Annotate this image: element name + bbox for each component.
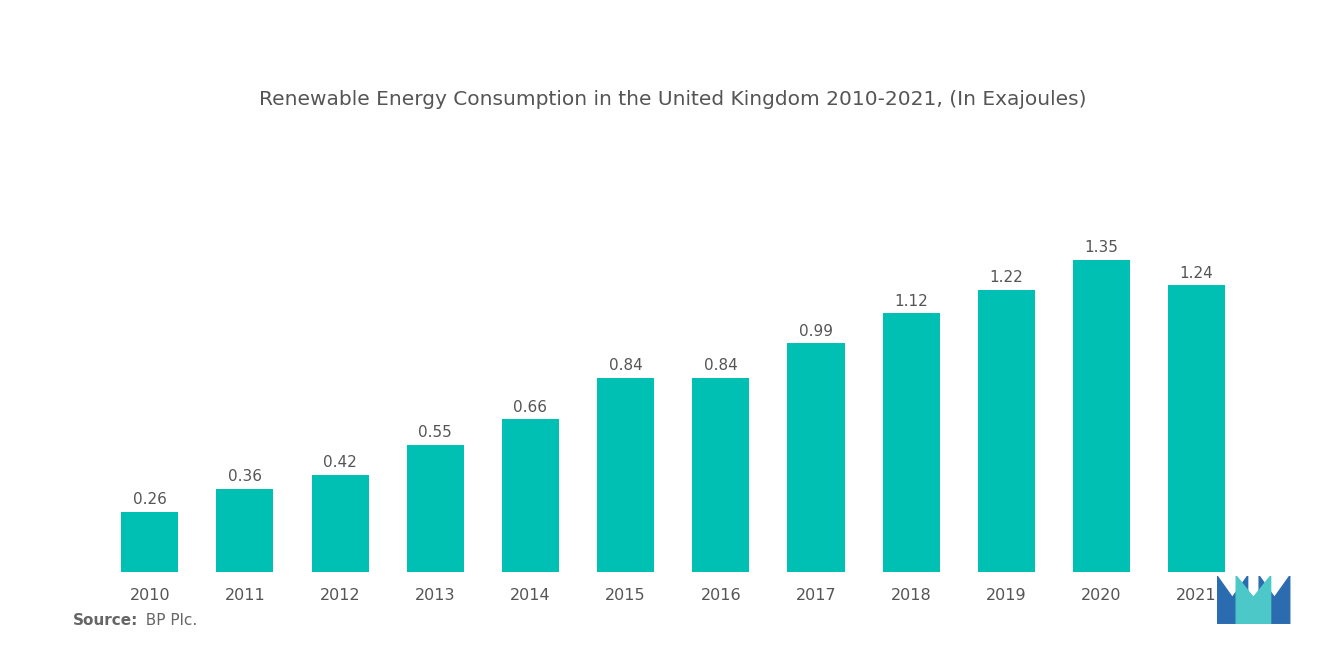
Text: 1.35: 1.35 — [1085, 241, 1118, 255]
Bar — [597, 378, 655, 572]
Text: 0.26: 0.26 — [133, 492, 166, 507]
Text: 0.55: 0.55 — [418, 425, 453, 440]
Bar — [1168, 285, 1225, 572]
Text: 1.22: 1.22 — [990, 271, 1023, 285]
Bar — [692, 378, 750, 572]
Title: Renewable Energy Consumption in the United Kingdom 2010-2021, (In Exajoules): Renewable Energy Consumption in the Unit… — [260, 90, 1086, 109]
Polygon shape — [1236, 576, 1271, 624]
Bar — [502, 420, 558, 572]
Bar — [407, 445, 463, 572]
Bar — [312, 475, 368, 572]
Text: 0.84: 0.84 — [609, 358, 643, 373]
Polygon shape — [1217, 576, 1247, 624]
Text: 0.66: 0.66 — [513, 400, 548, 415]
Text: 1.12: 1.12 — [894, 293, 928, 309]
Bar — [978, 290, 1035, 572]
Text: 0.42: 0.42 — [323, 456, 356, 470]
Bar — [883, 313, 940, 572]
Bar — [121, 512, 178, 572]
Bar — [1073, 260, 1130, 572]
Text: BP Plc.: BP Plc. — [136, 613, 197, 628]
Text: 0.99: 0.99 — [799, 324, 833, 338]
Bar — [788, 343, 845, 572]
Text: 0.84: 0.84 — [704, 358, 738, 373]
Text: Source:: Source: — [73, 613, 139, 628]
Bar — [216, 489, 273, 572]
Text: 0.36: 0.36 — [228, 469, 261, 484]
Text: 1.24: 1.24 — [1180, 266, 1213, 281]
Polygon shape — [1259, 576, 1290, 624]
